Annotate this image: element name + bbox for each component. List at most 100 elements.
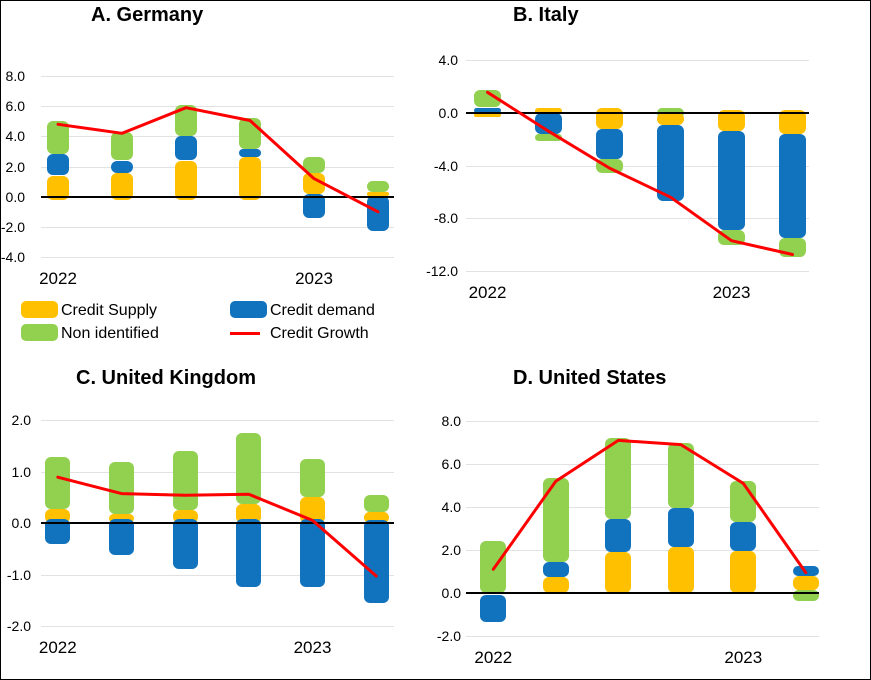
x-tick-label: 2023	[293, 638, 332, 657]
y-tick-label: -12.0	[426, 263, 458, 279]
x-tick-label: 2022	[38, 638, 77, 657]
y-tick-label: 2.0	[5, 158, 25, 175]
bar-segment-demand	[596, 129, 623, 159]
y-tick-label: 6.0	[5, 98, 25, 115]
y-tick-label: 4.0	[441, 499, 461, 515]
y-tick-label: 4.0	[5, 128, 25, 145]
bar-segment-non	[363, 495, 389, 513]
gridline	[466, 218, 809, 220]
legend-label: Non identified	[61, 325, 159, 342]
panel-title-united-states: D. United States	[513, 367, 667, 389]
gridline	[41, 76, 394, 77]
bar-segment-non	[730, 481, 757, 523]
bar-segment-non	[300, 459, 325, 497]
panel-italy: B. Italy 4.0 0.0 -4.0 -8.0 -12.0 2022 2023	[426, 1, 870, 302]
gridline	[41, 136, 394, 138]
bar-segment-demand	[239, 149, 261, 158]
bar-segment-demand	[300, 519, 325, 587]
y-tick-label: 2.0	[11, 412, 31, 428]
bar-segment-demand	[109, 519, 134, 555]
legend-label: Credit Supply	[61, 302, 158, 319]
bar-segment-demand	[779, 133, 806, 238]
legend: Credit Supply Credit demand Non identifi…	[1, 296, 436, 356]
y-tick-label: -4.0	[433, 157, 458, 174]
bar-segment-supply	[303, 173, 325, 194]
gridline	[41, 257, 394, 258]
gridline	[41, 626, 394, 627]
y-tick-label: 0.0	[441, 585, 461, 601]
x-tick-label: 2022	[39, 269, 77, 288]
bar-segment-demand	[605, 518, 632, 553]
bar-segment-supply	[667, 546, 694, 593]
bar-segment-non	[779, 238, 806, 257]
bar-segment-demand	[667, 508, 694, 547]
bar-segment-non	[175, 104, 197, 137]
bar-segment-non	[236, 432, 262, 504]
bar-segment-non	[480, 541, 507, 593]
bar-segment-supply	[175, 160, 197, 200]
x-tick-label: 2023	[712, 283, 751, 302]
bar-segment-non	[718, 230, 745, 245]
bar-segment-demand	[480, 595, 507, 623]
credit-supply-swatch	[21, 301, 58, 318]
gridline	[466, 165, 809, 167]
y-tick-label: 2.0	[441, 542, 461, 558]
bar-segment-demand	[363, 519, 389, 603]
gridline	[41, 574, 394, 576]
gridline	[466, 60, 809, 61]
bar-segment-demand	[111, 160, 133, 174]
bar-segment-supply	[657, 112, 684, 125]
y-tick-label: -2.0	[436, 628, 461, 644]
bar-segment-supply	[239, 157, 261, 200]
bar-segment-supply	[605, 552, 632, 593]
legend-label: Credit Growth	[270, 325, 369, 342]
panel-title-united-kingdom: C. United Kingdom	[76, 367, 256, 389]
gridline	[41, 166, 394, 168]
bar-segment-non	[535, 133, 562, 142]
y-tick-label: 6.0	[441, 456, 461, 472]
non-identified-swatch	[21, 324, 58, 341]
y-tick-label: -8.0	[433, 210, 458, 227]
panel-germany: A. Germany 8.0 6.0 4.0 2.0 0.0 -2.0 -4.0 2022 20…	[1, 1, 436, 301]
bar-segment-non	[303, 157, 325, 174]
panel-united-kingdom: C. United Kingdom 2.0 1.0 0.0 -1.0 -2.0 2022 2…	[1, 361, 436, 679]
bar-segment-non	[367, 180, 389, 193]
legend-item-credit-growth: Credit Growth	[230, 324, 436, 344]
bar-segment-demand	[47, 154, 69, 176]
bar-segment-demand	[172, 519, 198, 570]
x-tick-label: 2023	[295, 269, 333, 288]
bar-segment-non	[109, 462, 134, 515]
bar-segment-supply	[730, 551, 757, 593]
bar-segment-demand	[535, 112, 562, 134]
gridline	[41, 420, 394, 421]
bar-segment-non	[474, 90, 501, 108]
y-tick-label: 8.0	[441, 413, 461, 429]
zero-axis-line	[41, 522, 394, 524]
credit-growth-line	[491, 438, 808, 575]
gridline	[466, 636, 819, 637]
bar-segment-demand	[718, 131, 745, 231]
bar-segment-non	[172, 450, 198, 511]
legend-item-non-identified: Non identified	[21, 324, 231, 344]
x-tick-label: 2022	[468, 283, 507, 302]
bar-segment-demand	[542, 561, 569, 577]
panel-title-germany: A. Germany	[91, 4, 204, 26]
credit-demand-swatch	[230, 301, 267, 318]
x-tick-label: 2022	[474, 648, 513, 667]
bar-segment-supply	[542, 576, 569, 593]
gridline	[466, 464, 819, 465]
gridline	[466, 271, 809, 272]
y-tick-label: 0.0	[438, 104, 458, 121]
zero-axis-line	[466, 592, 819, 594]
x-tick-label: 2023	[724, 648, 763, 667]
gridline	[466, 421, 819, 422]
gridline	[41, 471, 394, 473]
y-tick-label: -2.0	[6, 618, 31, 634]
y-tick-label: 0.0	[11, 515, 31, 531]
y-tick-label: 1.0	[11, 463, 31, 480]
zero-axis-line	[41, 195, 394, 198]
y-tick-label: 8.0	[5, 68, 25, 84]
credit-growth-line-swatch	[230, 332, 260, 335]
y-tick-label: 0.0	[5, 188, 25, 205]
y-tick-label: -4.0	[0, 249, 25, 265]
